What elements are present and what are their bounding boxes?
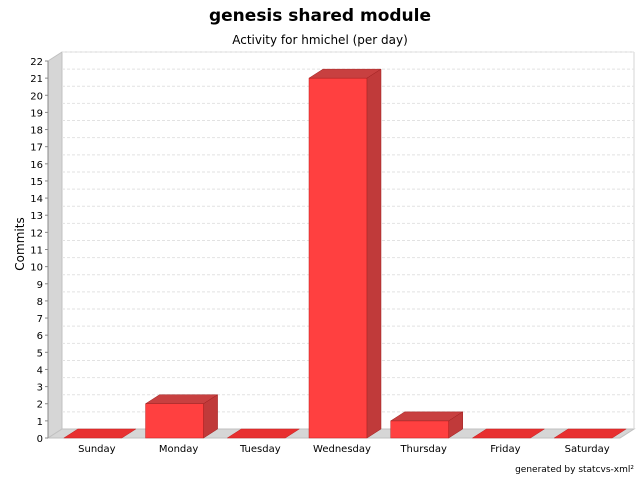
y-tick-label: 14	[30, 194, 43, 205]
plot-left-wall	[47, 51, 63, 439]
x-tick-label: Monday	[159, 444, 199, 455]
bar-zero-face	[63, 428, 137, 439]
y-tick-label: 10	[30, 263, 43, 274]
y-tick-label: 18	[30, 126, 43, 137]
y-tick-label: 0	[37, 434, 43, 445]
y-tick-label: 20	[30, 91, 43, 102]
y-tick-label: 12	[30, 228, 43, 239]
bar	[390, 420, 449, 439]
y-tick-label: 16	[30, 160, 43, 171]
y-tick-label: 8	[37, 297, 43, 308]
y-tick-label: 4	[37, 365, 43, 376]
y-tick-label: 7	[37, 314, 43, 325]
y-tick-label: 22	[30, 57, 43, 68]
y-tick-label: 5	[37, 348, 43, 359]
x-tick-label: Wednesday	[313, 444, 371, 455]
bar-side-face	[366, 68, 382, 439]
chart-subtitle: Activity for hmichel (per day)	[232, 33, 408, 47]
y-tick-label: 17	[30, 143, 43, 154]
y-tick-label: 1	[37, 417, 43, 428]
y-tick-label: 3	[37, 383, 43, 394]
bar	[145, 403, 204, 439]
y-tick-label: 15	[30, 177, 43, 188]
y-tick-label: 19	[30, 108, 43, 119]
bar-zero-face	[471, 428, 546, 439]
bar-zero-face	[553, 428, 627, 439]
x-tick-label: Sunday	[78, 444, 115, 455]
x-tick-label: Saturday	[565, 444, 610, 455]
y-tick-label: 9	[37, 280, 43, 291]
x-tick-label: Thursday	[399, 444, 447, 455]
y-tick-label: 6	[37, 331, 43, 342]
bar-zero-face	[226, 428, 301, 439]
y-tick-label: 2	[37, 400, 43, 411]
x-tick-label: Friday	[490, 444, 520, 455]
y-tick-label: 13	[30, 211, 43, 222]
bar	[308, 77, 368, 439]
bar-side-face	[203, 394, 218, 439]
chart-title: genesis shared module	[208, 6, 432, 26]
x-tick-label: Tuesday	[239, 444, 281, 455]
bar-side-face	[448, 411, 463, 439]
footer-credit: generated by statcvs-xml²	[515, 465, 634, 475]
y-tick-label: 11	[30, 246, 43, 257]
y-tick-label: 21	[30, 74, 43, 85]
